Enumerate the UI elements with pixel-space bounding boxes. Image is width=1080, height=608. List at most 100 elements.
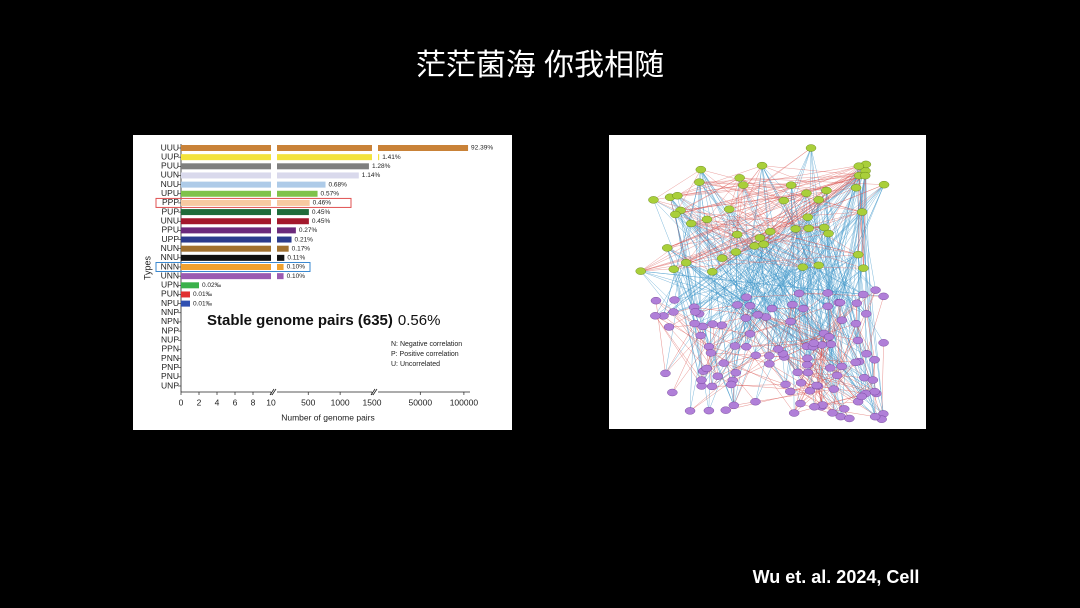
bar	[181, 199, 310, 206]
network-edge	[807, 344, 832, 373]
bar-segment	[277, 181, 326, 188]
network-node	[694, 178, 705, 186]
network-edge	[739, 177, 885, 185]
network-edge	[699, 175, 860, 183]
network-node	[716, 321, 728, 329]
network-edge	[691, 223, 828, 307]
network-edge	[832, 379, 874, 414]
network-edge	[640, 270, 695, 324]
value-label: 1.28%	[372, 163, 391, 170]
bar-segment	[181, 264, 271, 270]
network-node	[741, 343, 752, 351]
network-edge	[735, 251, 738, 305]
bar-segment	[277, 254, 285, 261]
network-edge	[817, 344, 822, 387]
network-edge	[699, 181, 863, 213]
network-edge	[761, 165, 779, 350]
network-node	[852, 336, 864, 345]
network-node	[716, 254, 728, 262]
network-edge	[858, 175, 864, 269]
y-tick-label: PUN	[161, 289, 179, 299]
y-tick-label: NUP	[161, 334, 179, 344]
network-node	[850, 358, 861, 367]
network-node	[696, 376, 707, 384]
network-edge	[808, 228, 815, 344]
network-node	[811, 381, 822, 390]
network-edge	[816, 366, 842, 386]
network-edge	[699, 181, 827, 191]
bar	[181, 273, 284, 280]
citation: Wu et. al. 2024, Cell	[753, 567, 920, 587]
network-node	[861, 350, 872, 358]
network-node	[706, 382, 718, 391]
network-node	[785, 317, 796, 326]
network-edge	[746, 244, 764, 347]
network-image	[635, 144, 890, 423]
value-label: 0.17%	[292, 245, 311, 252]
network-edge	[803, 308, 835, 390]
network-edge	[640, 237, 760, 272]
network-node	[856, 392, 867, 401]
network-edge	[765, 316, 832, 345]
network-edge	[691, 223, 859, 255]
network-node	[813, 261, 824, 270]
network-edge	[699, 182, 832, 345]
network-edge	[699, 182, 771, 232]
network-edge	[706, 297, 747, 369]
network-edge	[708, 317, 746, 347]
y-tick-label: UNU	[161, 215, 179, 225]
network-edge	[711, 177, 740, 387]
network-edge	[667, 247, 713, 272]
bar	[181, 300, 190, 307]
y-tick-label: NPU	[161, 298, 179, 308]
x-tick-label: 0	[179, 397, 184, 407]
network-edge	[691, 175, 866, 224]
network-edge	[667, 234, 738, 249]
network-edge	[778, 304, 793, 350]
network-node	[750, 398, 761, 406]
network-edge	[812, 184, 885, 347]
network-node	[852, 250, 864, 259]
network-edge	[701, 345, 736, 381]
network-node	[878, 339, 889, 347]
bar	[181, 236, 292, 243]
network-node	[756, 161, 768, 170]
y-tick-label: UUU	[161, 142, 179, 152]
network-node	[660, 369, 671, 378]
network-node	[856, 208, 868, 216]
network-edge	[778, 323, 857, 350]
y-tick-label: UPP	[162, 234, 180, 244]
network-node	[712, 372, 723, 380]
network-node	[823, 229, 834, 238]
y-tick-label: NPN	[161, 316, 179, 326]
network-node	[804, 387, 816, 395]
value-label: 0.02‰	[202, 282, 222, 289]
network-edge	[734, 305, 751, 347]
network-edge	[803, 308, 825, 334]
network-edge	[666, 247, 696, 324]
network-edge	[699, 182, 882, 420]
network-edge	[689, 355, 756, 412]
network-edge	[670, 184, 792, 198]
network-node	[764, 352, 775, 360]
bar-segment	[181, 273, 271, 280]
bar-segment	[181, 190, 271, 197]
network-edge	[790, 211, 863, 322]
network-edge	[739, 177, 827, 191]
x-tick-label: 50000	[408, 397, 432, 407]
network-edge	[759, 237, 819, 266]
network-node	[851, 299, 862, 307]
network-edge	[757, 314, 779, 350]
network-edge	[706, 348, 779, 369]
network-node	[798, 304, 809, 313]
network-edge	[881, 342, 884, 420]
network-edge	[677, 195, 864, 295]
network-edge	[830, 340, 859, 369]
network-node	[669, 296, 680, 304]
network-edge	[863, 164, 867, 269]
network-edge	[640, 231, 771, 272]
bar	[181, 145, 469, 151]
x-tick-label: 500	[301, 397, 315, 407]
network-edge	[640, 271, 674, 313]
bar	[181, 190, 318, 197]
